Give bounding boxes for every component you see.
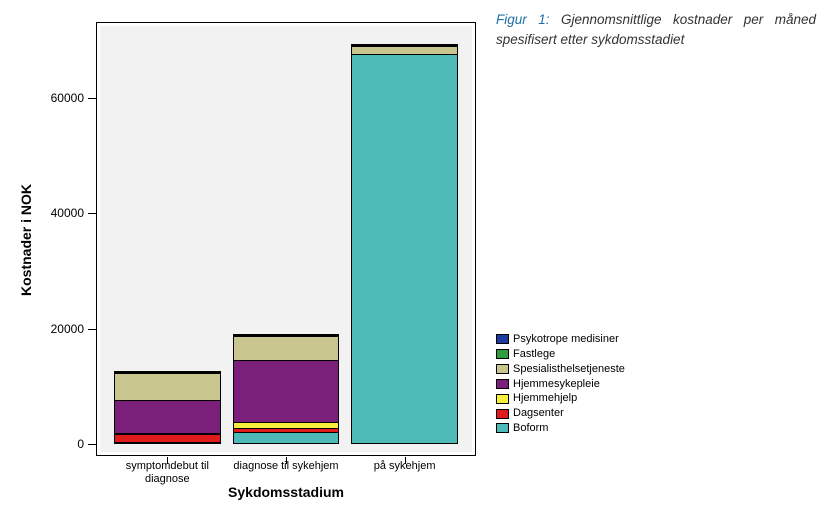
- bar-seg-spesialist: [351, 46, 458, 53]
- legend-swatch: [496, 394, 509, 404]
- bar-seg-dagsenter: [114, 434, 221, 441]
- y-tick: [88, 98, 96, 99]
- bar-seg-boform: [351, 54, 458, 444]
- y-tick-label: 20000: [51, 322, 84, 336]
- bar-seg-hjemmesykepleie: [233, 360, 340, 422]
- legend-swatch: [496, 423, 509, 433]
- bar-seg-boform: [233, 432, 340, 444]
- legend-label: Psykotrope medisiner: [513, 332, 619, 347]
- bar-c2: [233, 334, 340, 444]
- x-tick-label: på sykehjem: [347, 460, 463, 473]
- legend-row-dagsenter: Dagsenter: [496, 406, 625, 421]
- y-tick: [88, 444, 96, 445]
- legend-row-boform: Boform: [496, 421, 625, 436]
- y-tick-label: 0: [77, 437, 84, 451]
- y-tick: [88, 329, 96, 330]
- chart-plot-area: [108, 34, 464, 444]
- legend-label: Dagsenter: [513, 406, 564, 421]
- legend-label: Hjemmehjelp: [513, 391, 577, 406]
- chart-panel: 0 20000 40000 60000 symptomdebut til diagno…: [0, 0, 489, 516]
- legend-row-hjemmesykepleie: Hjemmesykepleie: [496, 377, 625, 392]
- legend-swatch: [496, 364, 509, 374]
- legend-swatch: [496, 334, 509, 344]
- x-axis-label: Sykdomsstadium: [228, 484, 344, 500]
- x-tick-label: symptomdebut til diagnose: [109, 460, 225, 485]
- bar-seg-spesialist: [233, 336, 340, 359]
- legend-label: Spesialisthelsetjeneste: [513, 362, 625, 377]
- x-tick-label: diagnose til sykehjem: [228, 460, 344, 473]
- figure-caption: Figur 1: Gjennomsnittlige kostnader per …: [496, 10, 816, 49]
- bar-seg-hjemmesykepleie: [114, 400, 221, 433]
- legend-row-spesialist: Spesialisthelsetjeneste: [496, 362, 625, 377]
- figure-caption-label: Figur 1:: [496, 12, 549, 27]
- legend-label: Fastlege: [513, 347, 555, 362]
- chart-legend: Psykotrope medisinerFastlegeSpesialisthe…: [496, 332, 625, 436]
- right-panel: Figur 1: Gjennomsnittlige kostnader per …: [489, 0, 834, 516]
- y-tick-label: 60000: [51, 91, 84, 105]
- page-root: 0 20000 40000 60000 symptomdebut til diagno…: [0, 0, 834, 516]
- bar-c1: [114, 371, 221, 444]
- legend-row-fastlege: Fastlege: [496, 347, 625, 362]
- y-tick-label: 40000: [51, 206, 84, 220]
- legend-row-hjemmehjelp: Hjemmehjelp: [496, 391, 625, 406]
- bar-c3: [351, 44, 458, 444]
- legend-swatch: [496, 409, 509, 419]
- bar-seg-spesialist: [114, 373, 221, 400]
- legend-swatch: [496, 349, 509, 359]
- legend-label: Boform: [513, 421, 548, 436]
- legend-row-psykotrope: Psykotrope medisiner: [496, 332, 625, 347]
- legend-label: Hjemmesykepleie: [513, 377, 600, 392]
- y-axis-label: Kostnader i NOK: [18, 184, 34, 296]
- y-tick: [88, 213, 96, 214]
- bar-seg-boform: [114, 442, 221, 444]
- legend-swatch: [496, 379, 509, 389]
